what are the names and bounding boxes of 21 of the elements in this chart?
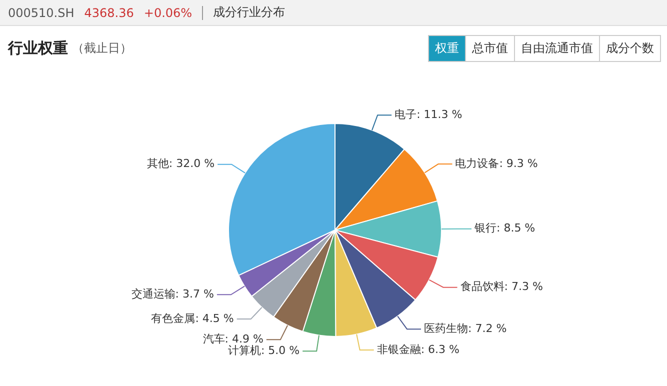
slice-label: 电子: 11.3 % — [394, 108, 462, 121]
slice-label: 有色金属: 4.5 % — [151, 312, 234, 325]
slice-label: 其他: 32.0 % — [146, 157, 215, 170]
text: 成分行业分布 — [213, 4, 286, 21]
chart-subtitle: （截止日） — [72, 40, 132, 56]
text: 权重 — [429, 36, 465, 60]
slice-label: 非银金融: 6.3 % — [376, 342, 460, 356]
text: 成分个数 — [599, 36, 660, 60]
chart-title: 行业权重 — [8, 38, 68, 58]
slice-label: 计算机: 5.0 % — [228, 344, 300, 357]
text: 4368.36 — [84, 6, 134, 20]
slice-label: 电力设备: 9.3 % — [455, 156, 538, 170]
slice-label: 食品饮料: 7.3 % — [460, 280, 543, 294]
slice-label: 医药生物: 7.2 % — [424, 322, 507, 335]
slice-label: 交通运输: 3.7 % — [131, 288, 214, 301]
text: +0.06% — [144, 6, 192, 20]
text: 000510.SH — [8, 6, 74, 20]
slice-label: 银行: 8.5 % — [473, 222, 536, 235]
text: 总市值 — [465, 36, 514, 60]
text: 自由流通市值 — [514, 36, 599, 60]
slice-label: 汽车: 4.9 % — [202, 332, 264, 346]
